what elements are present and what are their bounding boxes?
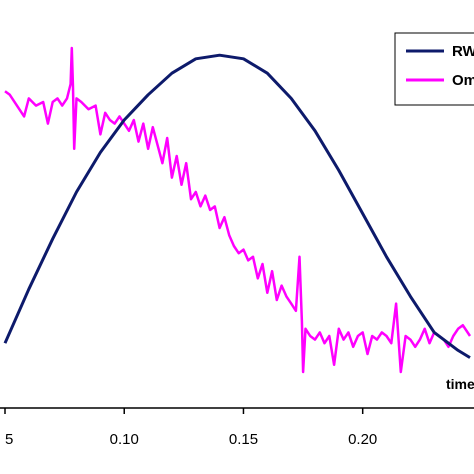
legend-label-rw: RW: [452, 43, 474, 60]
series-line-om: [4, 46, 472, 374]
series-layer: [3, 46, 472, 374]
series-line-rw: [3, 53, 471, 359]
x-tick-label: 5: [5, 431, 13, 448]
x-ticks: 5 0.10 0.15 0.20: [4, 408, 377, 448]
legend: RW Om: [394, 32, 474, 106]
x-tick-label: 0.15: [229, 431, 258, 448]
legend-box: [394, 32, 474, 106]
x-tick-label: 0.10: [110, 431, 139, 448]
x-axis-title: time-: [446, 376, 474, 392]
legend-label-om: Om: [452, 72, 474, 89]
plot-area: 5 0.10 0.15 0.20 time-: [0, 46, 474, 448]
x-tick-label: 0.20: [348, 431, 377, 448]
